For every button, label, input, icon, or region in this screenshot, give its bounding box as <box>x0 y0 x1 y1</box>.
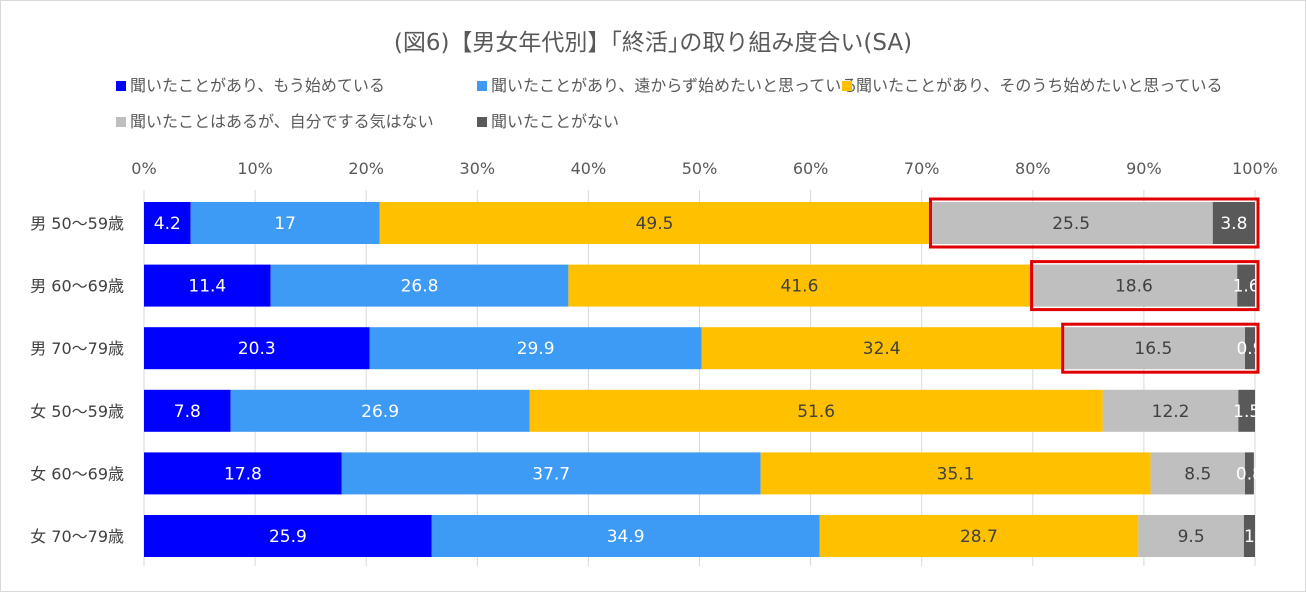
data-label: 35.1 <box>937 464 975 484</box>
x-tick-label: 0% <box>131 159 156 178</box>
highlight-box <box>1030 260 1260 312</box>
data-label: 1.5 <box>1233 402 1260 422</box>
highlight-box <box>1061 322 1260 374</box>
x-tick-label: 50% <box>682 159 718 178</box>
bar-segment <box>1237 264 1255 307</box>
legend-label-3: 聞いたことがあり、そのうち始めたいと思っている <box>856 76 1223 95</box>
x-tick-label: 70% <box>904 159 940 178</box>
bar-segment <box>568 264 1031 307</box>
data-label: 26.9 <box>361 402 399 422</box>
category-label: 男 50〜59歳 <box>30 214 124 233</box>
data-label: 25.5 <box>1052 214 1090 234</box>
bar-segment <box>144 327 370 370</box>
x-tick-label: 30% <box>460 159 496 178</box>
bar-segment <box>1238 389 1255 432</box>
data-label: 9.5 <box>1178 527 1205 547</box>
x-tick-label: 10% <box>237 159 273 178</box>
data-label: 26.8 <box>401 277 439 297</box>
bar-segment <box>929 202 1213 244</box>
bar-segment <box>1061 327 1246 370</box>
data-label: 20.3 <box>238 339 276 359</box>
highlight-box <box>928 197 1260 249</box>
bar-segment <box>144 264 271 307</box>
data-label: 0.8 <box>1236 464 1263 484</box>
bar-segment <box>270 264 569 307</box>
bar-segment <box>144 389 231 432</box>
data-label: 29.9 <box>517 339 555 359</box>
category-label: 女 70〜79歳 <box>30 527 124 546</box>
data-label: 49.5 <box>636 214 674 234</box>
legend-swatch-1 <box>116 81 126 91</box>
data-label: 37.7 <box>532 464 570 484</box>
bar-segment <box>144 452 342 495</box>
bar-segment <box>1150 452 1246 495</box>
bar-segment <box>1243 515 1255 557</box>
x-tick-label: 80% <box>1015 159 1051 178</box>
legend-label-5: 聞いたことがない <box>491 112 619 131</box>
chart-title: (図6)【男女年代別】｢終活｣の取り組み度合い(SA) <box>394 30 912 56</box>
bar-segment <box>529 389 1103 432</box>
bar-segment <box>760 452 1151 495</box>
x-tick-label: 90% <box>1126 159 1162 178</box>
data-label: 51.6 <box>797 402 835 422</box>
bar-segment <box>701 327 1062 370</box>
bar-segment <box>1102 389 1239 432</box>
data-label: 18.6 <box>1115 277 1153 297</box>
data-label: 17 <box>274 214 296 234</box>
legend-label-2: 聞いたことがあり、遠からず始めたいと思っている <box>491 76 857 95</box>
data-label: 1.6 <box>1233 277 1260 297</box>
bar-segment <box>144 515 432 557</box>
bar-segment <box>1245 452 1254 495</box>
data-label: 4.2 <box>154 214 181 234</box>
bar-segment <box>379 202 930 244</box>
data-label: 7.8 <box>174 402 201 422</box>
data-label: 28.7 <box>960 527 998 547</box>
x-tick-label: 100% <box>1232 159 1278 178</box>
x-tick-label: 60% <box>793 159 829 178</box>
legend-label-1: 聞いたことがあり、もう始めている <box>130 76 385 95</box>
legend-swatch-2 <box>477 81 487 91</box>
category-label: 男 70〜79歳 <box>30 339 124 358</box>
bar-segment <box>1212 202 1255 244</box>
x-tick-label: 20% <box>348 159 384 178</box>
bar-segment <box>230 389 530 432</box>
data-label: 16.5 <box>1134 339 1172 359</box>
bar-segment <box>431 515 820 557</box>
category-label: 男 60〜69歳 <box>30 277 124 296</box>
bar-segment <box>190 202 380 244</box>
data-label: 17.8 <box>224 464 262 484</box>
data-label: 11.4 <box>188 277 226 297</box>
data-label: 3.8 <box>1220 214 1247 234</box>
bar-segment <box>1030 264 1238 307</box>
bar-segment <box>341 452 761 495</box>
bar-segment <box>369 327 702 370</box>
bar-segment <box>1245 327 1255 370</box>
category-label: 女 60〜69歳 <box>30 464 124 483</box>
legend-swatch-3 <box>842 81 852 91</box>
legend-swatch-4 <box>116 117 126 127</box>
data-label: 8.5 <box>1184 464 1211 484</box>
data-label: 41.6 <box>781 277 819 297</box>
category-label: 女 50〜59歳 <box>30 402 124 421</box>
x-tick-label: 40% <box>571 159 607 178</box>
legend-swatch-5 <box>477 117 487 127</box>
data-label: 32.4 <box>863 339 901 359</box>
data-label: 12.2 <box>1152 402 1190 422</box>
data-label: 25.9 <box>269 527 307 547</box>
bar-segment <box>1138 515 1244 557</box>
bar-segment <box>144 202 191 244</box>
data-label: 34.9 <box>607 527 645 547</box>
data-label: 1 <box>1244 527 1255 547</box>
legend-label-4: 聞いたことはあるが、自分でする気はない <box>130 112 434 131</box>
bar-segment <box>819 515 1139 557</box>
